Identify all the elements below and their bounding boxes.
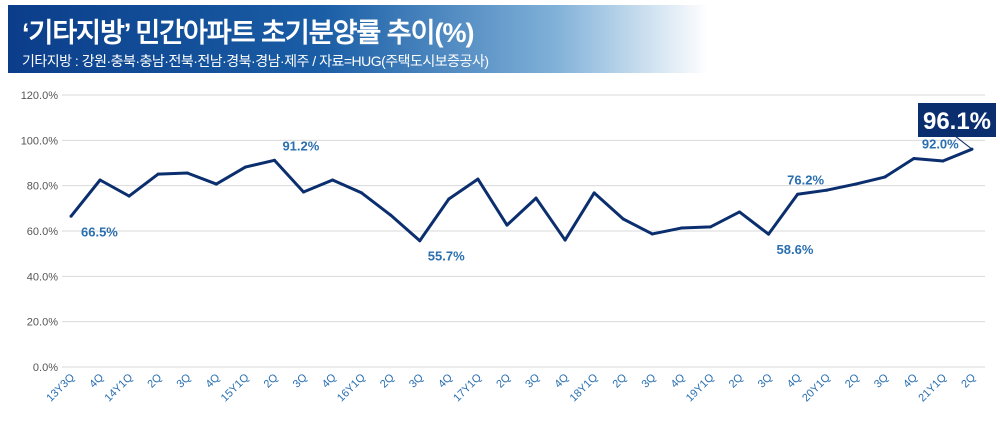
y-tick-label: 80.0% [27, 181, 58, 193]
data-point [825, 188, 829, 192]
data-point [592, 191, 596, 195]
data-point [621, 217, 625, 221]
data-point [243, 165, 247, 169]
x-tick-label: 20Y1Q [800, 371, 833, 404]
x-tick-label: 4Q [669, 371, 688, 390]
data-point [737, 210, 741, 214]
x-tick-label: 14Y1Q [103, 371, 136, 404]
data-point [505, 223, 509, 227]
x-tick-label: 19Y1Q [684, 371, 717, 404]
x-tick-label: 4Q [785, 371, 804, 390]
data-point [214, 182, 218, 186]
series-line [69, 147, 973, 243]
x-tick-label: 2Q [843, 371, 862, 390]
data-label: 55.7% [428, 249, 465, 264]
callout-label: 96.1% [923, 108, 991, 135]
x-tick-label: 2Q [378, 371, 397, 390]
x-tick-label: 13Y3Q [44, 371, 77, 404]
data-point [708, 225, 712, 229]
x-tick-label: 21Y1Q [916, 371, 949, 404]
x-tick-label: 2Q [959, 371, 978, 390]
y-tick-label: 0.0% [33, 362, 58, 374]
data-point [650, 232, 654, 236]
data-label: 76.2% [787, 172, 824, 187]
data-point [185, 171, 189, 175]
y-tick-label: 120.0% [21, 90, 59, 102]
y-tick-label: 40.0% [27, 271, 58, 283]
x-tick-label: 3Q [291, 371, 310, 390]
x-tick-label: 2Q [727, 371, 746, 390]
data-point [476, 177, 480, 181]
x-tick-label: 16Y1Q [335, 371, 368, 404]
title-banner: ‘기타지방’ 민간아파트 초기분양률 추이(%) 기타지방 : 강원·충북·충남… [8, 5, 708, 73]
chart-title: ‘기타지방’ 민간아파트 초기분양률 추이(%) [22, 18, 474, 48]
x-tick-label: 2Q [262, 371, 281, 390]
data-point [418, 239, 422, 243]
x-tick-label: 2Q [494, 371, 513, 390]
data-label: 92.0% [922, 136, 959, 151]
x-tick-label: 3Q [640, 371, 659, 390]
x-tick-label: 3Q [175, 371, 194, 390]
x-tick-label: 4Q [204, 371, 223, 390]
chart-subtitle: 기타지방 : 강원·충북·충남·전북·전남·경북·경남·제주 / 자료=HUG(… [22, 53, 489, 69]
data-point [534, 196, 538, 200]
data-label: 66.5% [81, 224, 118, 239]
data-point [447, 197, 451, 201]
data-point [883, 175, 887, 179]
y-tick-label: 60.0% [27, 226, 58, 238]
x-tick-label: 3Q [872, 371, 891, 390]
x-tick-label: 15Y1Q [219, 371, 252, 404]
x-tick-label: 4Q [87, 371, 106, 390]
x-tick-label: 4Q [901, 371, 920, 390]
y-tick-label: 20.0% [27, 317, 58, 329]
x-tick-label: 2Q [145, 371, 164, 390]
data-point [302, 190, 306, 194]
x-tick-label: 4Q [552, 371, 571, 390]
data-point [941, 159, 945, 163]
data-point [912, 156, 916, 160]
callout-box [918, 103, 996, 137]
data-point [796, 192, 800, 196]
data-point [767, 232, 771, 236]
data-label: 91.2% [282, 138, 319, 153]
data-point [854, 182, 858, 186]
x-tick-label: 3Q [756, 371, 775, 390]
x-tick-label: 17Y1Q [451, 371, 484, 404]
data-point [127, 194, 131, 198]
x-tick-label: 3Q [407, 371, 426, 390]
y-tick-label: 100.0% [21, 135, 59, 147]
x-tick-label: 4Q [436, 371, 455, 390]
x-tick-label: 2Q [610, 371, 629, 390]
data-point [679, 226, 683, 230]
data-point [98, 178, 102, 182]
data-point [360, 191, 364, 195]
callout-leader [953, 134, 973, 150]
data-point [156, 172, 160, 176]
data-point [331, 178, 335, 182]
data-point [389, 213, 393, 217]
data-point [69, 214, 73, 218]
x-tick-label: 3Q [523, 371, 542, 390]
data-point [563, 238, 567, 242]
data-point [272, 158, 276, 162]
data-label: 58.6% [777, 242, 814, 257]
x-tick-label: 4Q [320, 371, 339, 390]
x-tick-label: 18Y1Q [568, 371, 601, 404]
